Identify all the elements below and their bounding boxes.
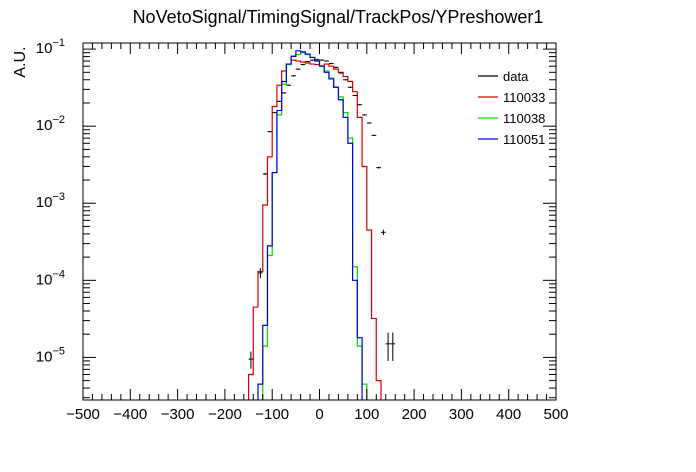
data-point xyxy=(276,100,282,103)
data-point xyxy=(366,122,372,124)
plot-area xyxy=(247,50,396,400)
x-tick-label: 200 xyxy=(402,406,427,423)
data-point xyxy=(338,72,344,74)
x-tick-label: −500 xyxy=(66,406,100,423)
series-110051-line xyxy=(257,50,363,400)
data-point xyxy=(310,59,315,61)
legend-entry-data: data xyxy=(478,69,529,84)
data-point xyxy=(357,104,363,106)
y-tick-label: 10−1 xyxy=(36,37,65,57)
data-point xyxy=(380,229,386,236)
legend: data 110033 110038 110051 xyxy=(478,69,545,147)
x-tick-label: 400 xyxy=(496,406,521,423)
data-point xyxy=(300,63,306,66)
data-point xyxy=(262,172,268,175)
y-tick-label: 10−3 xyxy=(36,191,65,211)
x-tick-label: −400 xyxy=(113,406,147,423)
data-point xyxy=(376,166,381,169)
x-tick-label: −300 xyxy=(161,406,195,423)
chart-title: NoVetoSignal/TimingSignal/TrackPos/YPres… xyxy=(133,7,544,27)
data-point xyxy=(371,134,377,137)
y-axis-label: A.U. xyxy=(12,46,29,77)
legend-entry-110038: 110038 xyxy=(478,111,545,126)
x-tick-label: −200 xyxy=(208,406,242,423)
data-point xyxy=(390,332,396,361)
legend-label-110051: 110051 xyxy=(503,132,545,147)
data-point xyxy=(333,66,339,69)
data-point xyxy=(286,84,292,86)
y-tick-label: 10−4 xyxy=(36,268,65,288)
legend-label-110038: 110038 xyxy=(503,111,545,126)
x-tick-label: 100 xyxy=(354,406,379,423)
data-point xyxy=(347,86,353,88)
series-110033-line xyxy=(247,59,382,400)
y-tick-label: 10−5 xyxy=(36,345,65,365)
data-point xyxy=(324,60,329,62)
axes: −500 −400 −300 −200 −100 0 100 200 300 400 500 10−1… xyxy=(36,37,569,423)
data-point xyxy=(305,60,311,63)
data-point xyxy=(385,332,391,361)
data-point xyxy=(352,94,358,97)
data-point xyxy=(343,79,348,81)
x-tick-label: −100 xyxy=(255,406,289,423)
legend-entry-110033: 110033 xyxy=(478,90,545,105)
data-point xyxy=(319,59,325,61)
data-point xyxy=(281,92,287,94)
data-point xyxy=(328,62,334,65)
data-point xyxy=(295,68,301,70)
legend-label-110033: 110033 xyxy=(503,90,545,105)
x-tick-label: 500 xyxy=(543,406,568,423)
series-110038-line xyxy=(262,52,368,400)
legend-label-data: data xyxy=(503,69,529,84)
data-point xyxy=(314,58,320,61)
y-tick-label: 10−2 xyxy=(36,114,65,134)
data-point xyxy=(291,75,296,77)
data-point xyxy=(248,351,254,369)
legend-entry-110051: 110051 xyxy=(478,132,545,147)
x-tick-label: 300 xyxy=(449,406,474,423)
data-point xyxy=(272,111,277,114)
x-tick-label: 0 xyxy=(315,406,323,423)
data-point xyxy=(258,268,263,279)
data-point xyxy=(267,130,273,133)
data-point xyxy=(362,114,367,116)
